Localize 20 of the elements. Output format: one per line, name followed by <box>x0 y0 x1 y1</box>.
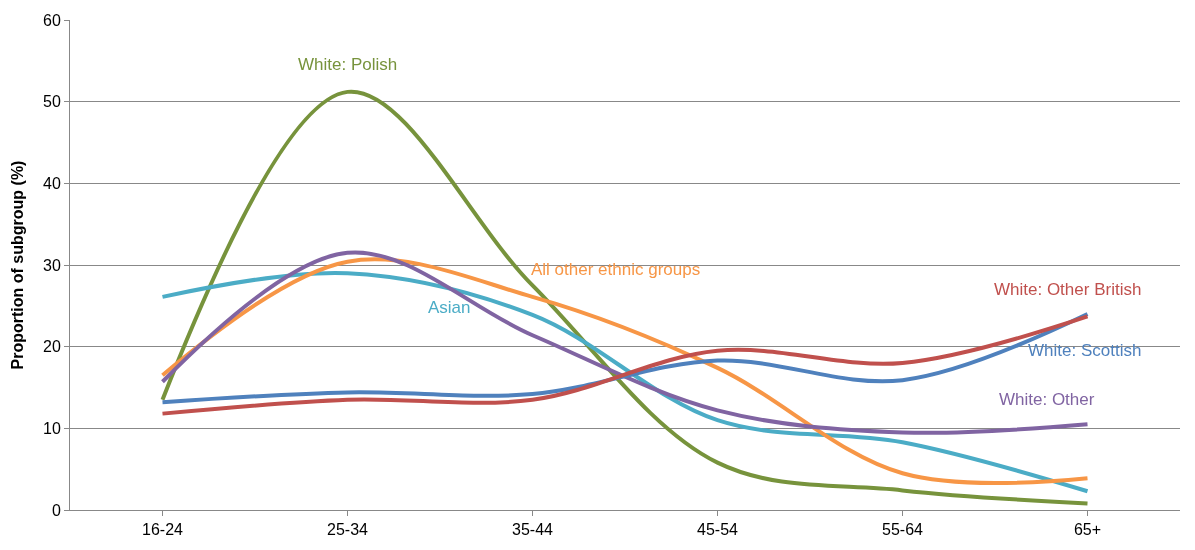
series-label: White: Other <box>999 390 1095 409</box>
y-tick-label: 20 <box>43 338 61 356</box>
x-tick-label: 35-44 <box>512 521 554 539</box>
x-tick-label: 65+ <box>1073 521 1102 539</box>
y-tick-label: 30 <box>43 256 61 274</box>
series-label: White: Other British <box>994 280 1142 299</box>
series-label: Asian <box>428 298 471 317</box>
series-label: White: Polish <box>298 55 398 74</box>
x-tick-label: 16-24 <box>142 521 184 539</box>
y-tick-label: 60 <box>43 11 61 29</box>
series-label: All other ethnic groups <box>531 260 701 279</box>
y-tick-label: 50 <box>43 93 61 111</box>
y-tick-label: 40 <box>43 174 61 192</box>
y-axis-title: Proportion of subgroup (%) <box>8 160 26 370</box>
x-tick-label: 55-64 <box>882 521 924 539</box>
series-label: White: Scottish <box>1028 341 1142 360</box>
x-tick-label: 45-54 <box>697 521 739 539</box>
y-tick-label: 0 <box>51 501 61 519</box>
y-tick-label: 10 <box>43 419 61 437</box>
x-tick-label: 25-34 <box>327 521 369 539</box>
